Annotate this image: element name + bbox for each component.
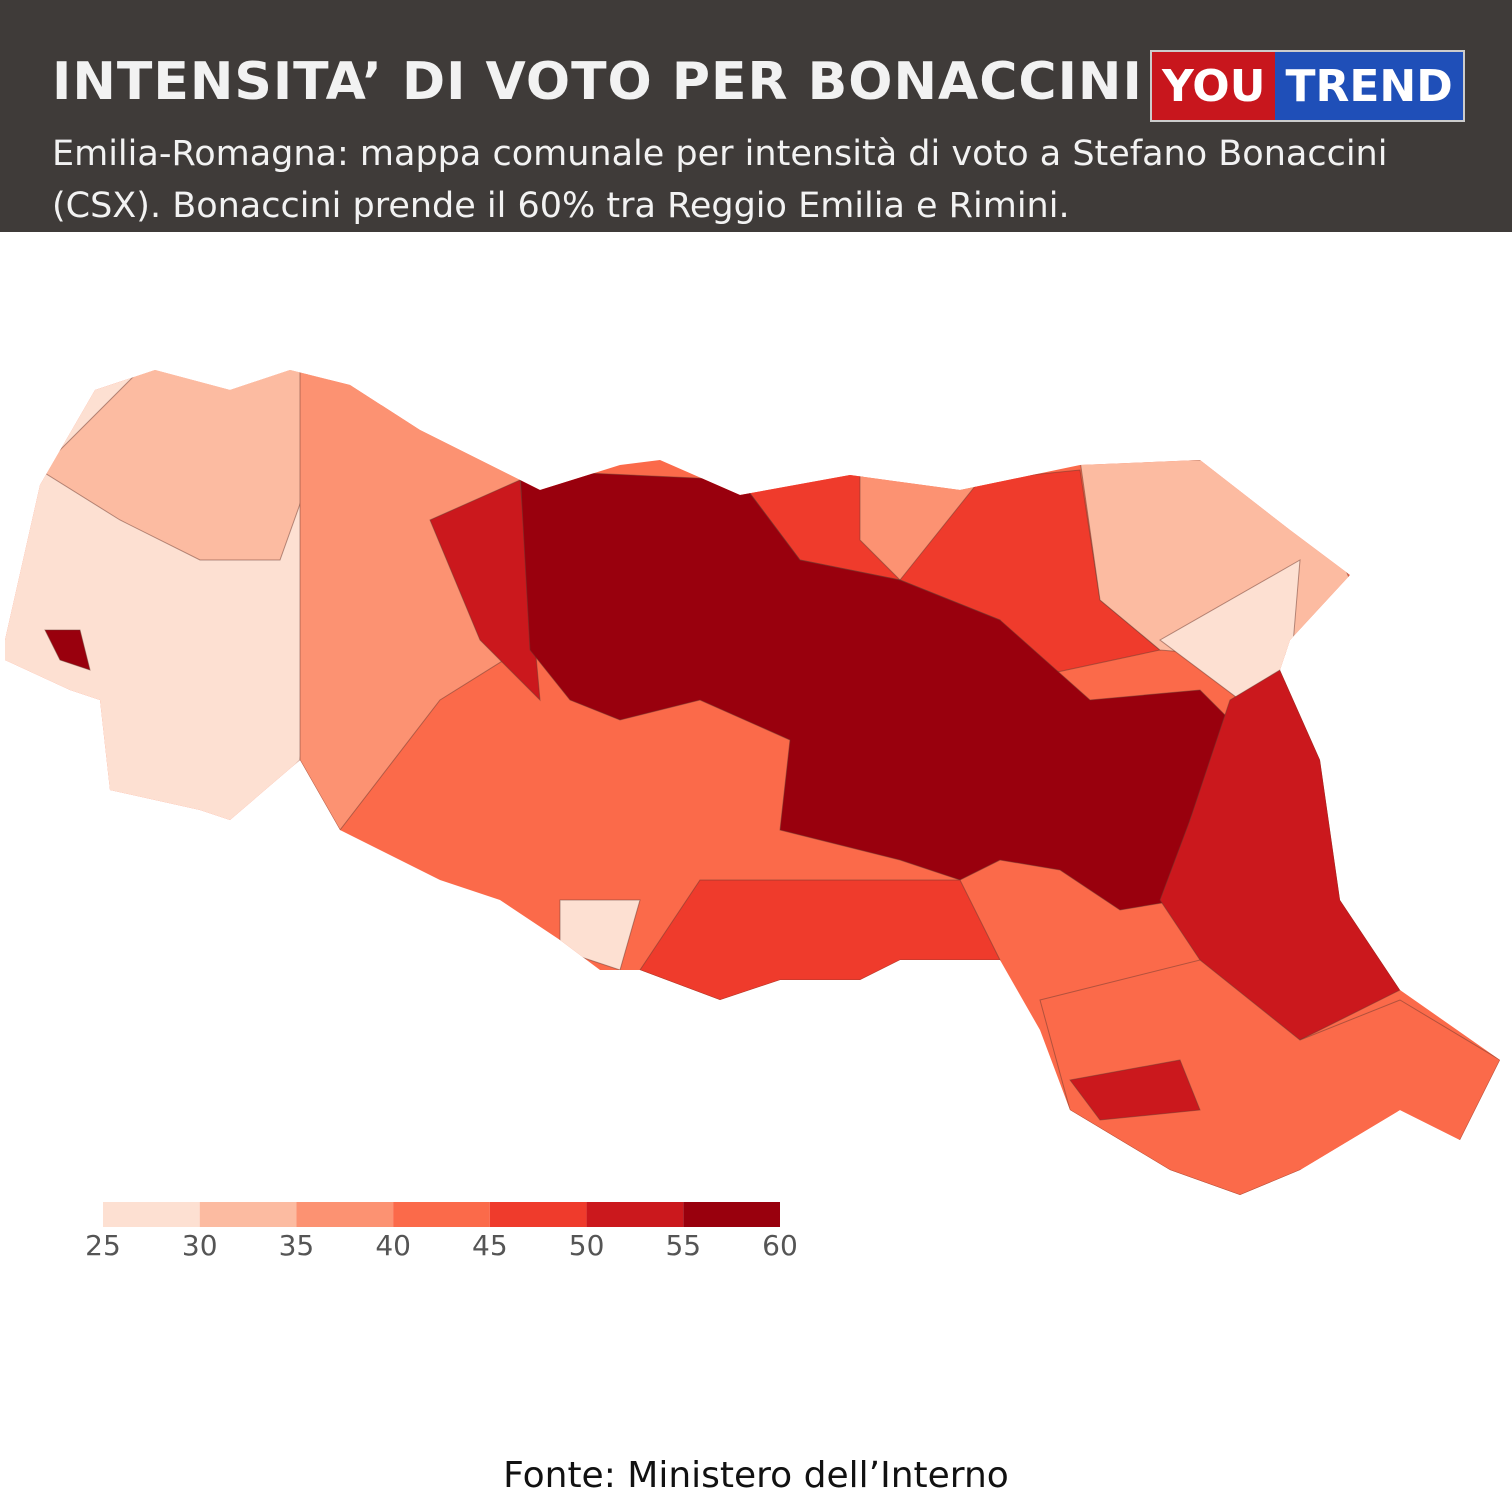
legend-tick-label: 55 bbox=[665, 1229, 701, 1262]
map-zone bbox=[1069, 1059, 1201, 1121]
legend-tick-label: 30 bbox=[182, 1229, 218, 1262]
logo-trend: TREND bbox=[1275, 52, 1463, 120]
legend-bin bbox=[586, 1202, 684, 1227]
map-zone bbox=[44, 629, 91, 671]
legend-tick-label: 60 bbox=[762, 1229, 798, 1262]
legend-bin bbox=[393, 1202, 490, 1227]
map-zone bbox=[519, 469, 1231, 911]
map-zone bbox=[429, 479, 541, 702]
legend-bin bbox=[199, 1202, 297, 1227]
legend-tick-label: 50 bbox=[569, 1229, 605, 1262]
legend-bin bbox=[296, 1202, 394, 1227]
source: Fonte: Ministero dell’Interno bbox=[503, 1455, 1009, 1496]
legend-bin bbox=[103, 1202, 200, 1227]
legend-tick-label: 40 bbox=[375, 1229, 411, 1262]
legend-tick-label: 25 bbox=[85, 1229, 121, 1262]
legend-bin bbox=[489, 1202, 587, 1227]
map-zone bbox=[639, 879, 1001, 1001]
map-zone bbox=[559, 899, 641, 971]
legend: 25 30 35 40 45 50 55 60 bbox=[85, 1202, 798, 1262]
legend-bin bbox=[683, 1202, 780, 1227]
legend-tick-label: 45 bbox=[472, 1229, 508, 1262]
title: INTENSITA’ DI VOTO PER BONACCINI bbox=[52, 52, 1143, 112]
map bbox=[5, 370, 1500, 1195]
header: INTENSITA’ DI VOTO PER BONACCINI YOU TRE… bbox=[0, 0, 1512, 232]
map-zone bbox=[299, 370, 521, 831]
logo-you: YOU bbox=[1152, 52, 1276, 120]
logo: YOU TREND bbox=[1150, 50, 1465, 122]
subtitle: Emilia-Romagna: mappa comunale per inten… bbox=[52, 134, 1388, 226]
legend-tick-label: 35 bbox=[279, 1229, 315, 1262]
